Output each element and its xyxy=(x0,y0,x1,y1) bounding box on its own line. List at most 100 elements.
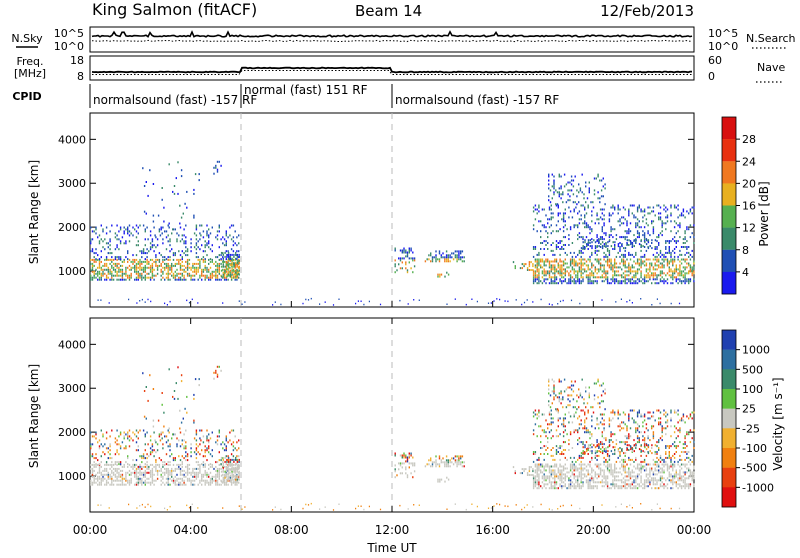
power-cell-178 xyxy=(138,263,139,265)
power-cell-1199 xyxy=(545,261,546,263)
power-cell-1297 xyxy=(568,280,569,282)
power-cell-605 xyxy=(124,232,125,234)
power-cell-1475 xyxy=(610,268,611,270)
power-cell-2626 xyxy=(657,298,658,300)
power-cell-1898 xyxy=(559,242,560,244)
power-cell-997 xyxy=(398,257,399,259)
power-cell-212 xyxy=(146,267,147,269)
power-cell-1649 xyxy=(653,268,654,270)
velocity-cell-1964 xyxy=(581,410,582,412)
velocity-cell-922 xyxy=(226,461,227,463)
velocity-cell-1112 xyxy=(513,466,514,468)
velocity-cell-1 xyxy=(90,482,91,484)
velocity-cell-662 xyxy=(152,451,153,453)
power-cell-630 xyxy=(136,236,137,238)
power-cell-2313 xyxy=(674,220,675,222)
power-cell-1073 xyxy=(448,256,449,258)
power-cell-1710 xyxy=(669,266,670,268)
power-cell-747 xyxy=(196,238,197,240)
velocity-cell-538 xyxy=(92,435,93,437)
velocity-cell-240 xyxy=(153,466,154,468)
power-cell-1371 xyxy=(582,263,583,265)
velocity-cell-214 xyxy=(146,466,147,468)
velocity-cell-1572 xyxy=(633,475,634,477)
velocity-cell-1350 xyxy=(579,471,580,473)
power-cell-184 xyxy=(139,267,140,269)
power-cell-789 xyxy=(212,227,213,229)
velocity-cell-1028 xyxy=(410,462,411,464)
power-cell-349 xyxy=(187,265,188,267)
velocity-cell-1020 xyxy=(407,459,408,461)
velocity-cell-806 xyxy=(222,447,223,449)
power-cell-665 xyxy=(152,238,153,240)
power-cell-674 xyxy=(157,238,158,240)
power-cell-352 xyxy=(187,259,188,261)
noise-right-tick-top: 10^5 xyxy=(708,27,738,40)
power-cell-1256 xyxy=(558,263,559,265)
power-cell-1985 xyxy=(588,248,589,250)
power-cell-2428 xyxy=(569,189,570,191)
power-cell-1800 xyxy=(690,259,691,261)
velocity-cell-1576 xyxy=(635,485,636,487)
velocity-cell-2134 xyxy=(628,433,629,435)
velocity-cell-1079 xyxy=(451,457,452,459)
velocity-cell-48 xyxy=(102,480,103,482)
power-cell-2595 xyxy=(466,304,467,306)
velocity-cell-551 xyxy=(99,447,100,449)
power-cell-1189 xyxy=(544,268,545,270)
power-cell-2147 xyxy=(632,212,633,214)
power-cell-1602 xyxy=(640,264,641,266)
power-cell-429 xyxy=(212,275,213,277)
velocity-cell-1730 xyxy=(674,481,675,483)
power-cell-827 xyxy=(231,225,232,227)
power-cell-1313 xyxy=(572,276,573,278)
velocity-cell-1238 xyxy=(554,475,555,477)
velocity-cell-1140 xyxy=(535,483,536,485)
velocity-cell-494 xyxy=(229,472,230,474)
velocity-cell-56 xyxy=(104,470,105,472)
power-cell-391 xyxy=(199,261,200,263)
velocity-cell-1626 xyxy=(647,481,648,483)
power-cell-829 xyxy=(233,244,234,246)
power-cell-2361 xyxy=(688,256,689,258)
velocity-cell-566 xyxy=(106,447,107,449)
power-cell-157 xyxy=(134,271,135,273)
power-cell-1113 xyxy=(515,267,516,269)
velocity-cell-1644 xyxy=(651,468,652,470)
freq-right-tick-bottom: 0 xyxy=(708,70,715,83)
velocity-cell-1592 xyxy=(639,473,640,475)
velocity-cell-839 xyxy=(236,441,237,443)
velocity-cell-755 xyxy=(199,453,200,455)
power-cell-938 xyxy=(230,264,231,266)
power-cell-2115 xyxy=(625,250,626,252)
power-cell-2273 xyxy=(665,252,666,254)
velocity-cell-1789 xyxy=(688,483,689,485)
velocity-cell-1790 xyxy=(688,477,689,479)
velocity-cell-1406 xyxy=(591,469,592,471)
velocity-cell-262 xyxy=(162,476,163,478)
velocity-cell-436 xyxy=(213,468,214,470)
power-cell-2192 xyxy=(642,216,643,218)
power-cell-975 xyxy=(237,266,238,268)
velocity-cell-2202 xyxy=(644,431,645,433)
velocity-cell-998 xyxy=(400,472,401,474)
velocity-cell-199 xyxy=(143,474,144,476)
velocity-cell-43 xyxy=(101,480,102,482)
power-cell-1837 xyxy=(540,242,541,244)
power-cell-2478 xyxy=(603,178,604,180)
velocity-cell-673 xyxy=(157,449,158,451)
velocity-cell-2023 xyxy=(598,423,599,425)
velocity-cell-1640 xyxy=(651,487,652,489)
power-cell-135 xyxy=(125,267,126,269)
velocity-cell-1668 xyxy=(658,487,659,489)
velocity-cell-1513 xyxy=(619,479,620,481)
power-cell-1088 xyxy=(456,254,457,256)
velocity-cell-149 xyxy=(131,474,132,476)
velocity-cell-1556 xyxy=(630,483,631,485)
velocity-cell-811 xyxy=(226,455,227,457)
velocity-cell-2246 xyxy=(658,441,659,443)
velocity-cell-470 xyxy=(224,480,225,482)
power-cell-2578 xyxy=(311,298,312,300)
power-cell-1550 xyxy=(628,268,629,270)
velocity-ytick-label-0: 1000 xyxy=(58,470,86,483)
